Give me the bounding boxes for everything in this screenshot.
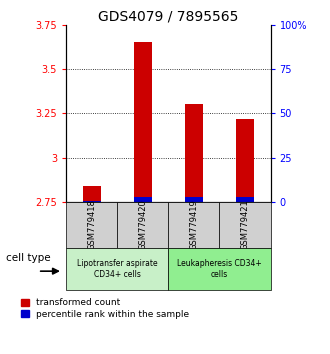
Text: cell type: cell type (7, 253, 51, 263)
Bar (82, 200, 101, 202)
Text: GSM779418: GSM779418 (87, 199, 96, 250)
Text: GSM779420: GSM779420 (138, 199, 147, 250)
Bar (82, 186, 101, 202)
Bar (134, 42, 152, 202)
Text: GSM779421: GSM779421 (241, 199, 249, 250)
Text: Lipotransfer aspirate
CD34+ cells: Lipotransfer aspirate CD34+ cells (77, 259, 157, 279)
Text: Leukapheresis CD34+
cells: Leukapheresis CD34+ cells (177, 259, 262, 279)
Bar (66, 248, 168, 290)
Bar (185, 198, 203, 202)
Bar (236, 198, 254, 202)
Legend: transformed count, percentile rank within the sample: transformed count, percentile rank withi… (21, 298, 189, 319)
Bar (168, 202, 219, 248)
Bar (236, 119, 254, 202)
Bar (66, 202, 117, 248)
Bar (219, 202, 271, 248)
Bar (117, 202, 168, 248)
Title: GDS4079 / 7895565: GDS4079 / 7895565 (98, 10, 239, 24)
Bar (134, 198, 152, 202)
Bar (168, 248, 271, 290)
Text: GSM779419: GSM779419 (189, 199, 198, 250)
Bar (185, 104, 203, 202)
